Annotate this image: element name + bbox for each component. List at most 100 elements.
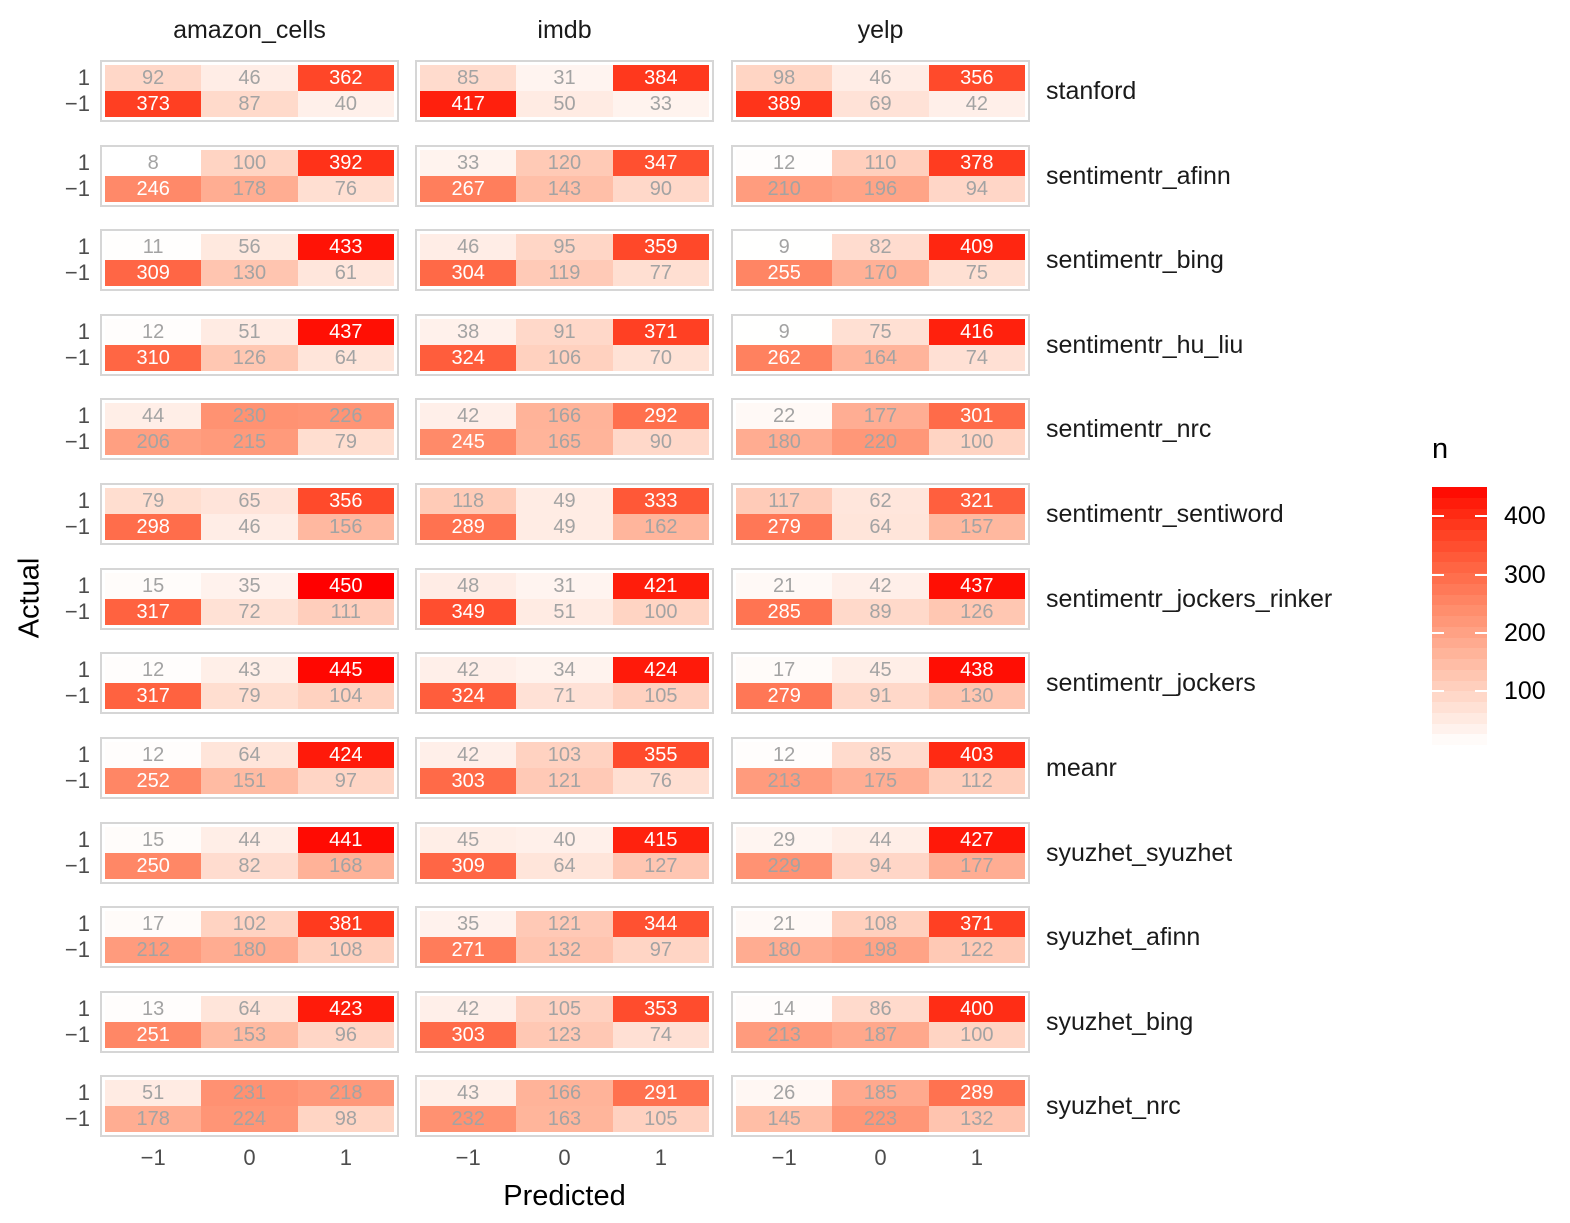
legend-gradient-step [1432, 487, 1487, 498]
x-tick-label: −1 [455, 1145, 481, 1170]
heatmap-cell: 416 [928, 319, 1025, 345]
heatmap-cell: 185 [832, 1080, 929, 1106]
heatmap-cell: 42 [928, 91, 1025, 117]
heatmap-cell: 177 [928, 853, 1025, 879]
heatmap-cell: 279 [736, 514, 833, 540]
heatmap-cell: 170 [832, 260, 929, 286]
heatmap-cell: 8 [105, 150, 202, 176]
heatmap-cell: 126 [201, 345, 298, 371]
legend-gradient-step [1432, 605, 1487, 616]
heatmap-cell: 29 [736, 827, 833, 853]
heatmap-cell: 51 [105, 1080, 202, 1106]
heatmap-cell: 156 [297, 514, 394, 540]
facet-row-label-syuzhet_syuzhet: syuzhet_syuzhet [1046, 838, 1233, 867]
heatmap-panel-stanford-imdb: 85 31 384 417 50 33 [415, 60, 714, 122]
y-tick-label: 1 [77, 488, 90, 513]
facet-row-label-sentimentr_jockers: sentimentr_jockers [1046, 668, 1256, 697]
facet-row-label-syuzhet_nrc: syuzhet_nrc [1046, 1091, 1181, 1120]
heatmap-cell: 271 [420, 937, 517, 963]
heatmap-cell: 359 [612, 234, 709, 260]
heatmap-cell: 31 [516, 65, 613, 91]
heatmap-cell: 74 [612, 1022, 709, 1048]
legend-gradient-step [1432, 508, 1487, 520]
heatmap-cell: 353 [612, 996, 709, 1022]
heatmap-cell: 108 [297, 937, 394, 963]
facet-column-label-yelp: yelp [857, 16, 904, 44]
heatmap-cell: 51 [516, 599, 613, 625]
heatmap-cell: 162 [612, 514, 709, 540]
legend-tick-mark [1432, 515, 1444, 518]
heatmap-cell: 51 [201, 319, 298, 345]
facet-row-label-stanford: stanford [1046, 76, 1137, 105]
heatmap-cell: 71 [516, 683, 613, 709]
heatmap-panel-syuzhet_syuzhet-yelp: 29 44 427 229 94 177 [731, 822, 1030, 884]
heatmap-cell: 77 [612, 260, 709, 286]
heatmap-cell: 285 [736, 599, 833, 625]
legend-gradient-step [1432, 723, 1487, 735]
heatmap-cell: 94 [928, 176, 1025, 202]
y-tick-label: 1 [77, 319, 90, 344]
heatmap-cell: 100 [928, 1022, 1025, 1048]
legend-gradient-step [1432, 691, 1487, 702]
y-tick-label: 1 [77, 150, 90, 175]
y-tick-label: −1 [64, 1022, 90, 1047]
heatmap-cell: 165 [516, 429, 613, 455]
heatmap-cell: 157 [928, 514, 1025, 540]
x-axis-title: Predicted [503, 1180, 626, 1212]
heatmap-cell: 373 [105, 91, 202, 117]
heatmap-cell: 42 [420, 657, 517, 683]
heatmap-cell: 44 [105, 403, 202, 429]
heatmap-cell: 392 [297, 150, 394, 176]
heatmap-cell: 103 [516, 742, 613, 768]
heatmap-cell: 44 [201, 827, 298, 853]
facet-row-label-syuzhet_afinn: syuzhet_afinn [1046, 922, 1201, 951]
heatmap-cell: 46 [420, 234, 517, 260]
heatmap-cell: 245 [420, 429, 517, 455]
heatmap-cell: 292 [612, 403, 709, 429]
heatmap-cell: 14 [736, 996, 833, 1022]
heatmap-cell: 187 [832, 1022, 929, 1048]
facet-row-label-syuzhet_bing: syuzhet_bing [1046, 1007, 1194, 1036]
heatmap-cell: 371 [612, 319, 709, 345]
heatmap-cell: 289 [420, 514, 517, 540]
heatmap-cell: 97 [297, 768, 394, 794]
heatmap-cell: 76 [297, 176, 394, 202]
heatmap-panel-sentimentr_bing-amazon_cells: 11 56 433 309 130 61 [100, 229, 399, 291]
heatmap-cell: 79 [201, 683, 298, 709]
heatmap-cell: 12 [105, 742, 202, 768]
heatmap-cell: 347 [612, 150, 709, 176]
y-tick-label: −1 [64, 176, 90, 201]
heatmap-cell: 11 [105, 234, 202, 260]
heatmap-cell: 90 [612, 176, 709, 202]
heatmap-cell: 371 [928, 911, 1025, 937]
heatmap-cell: 333 [612, 488, 709, 514]
heatmap-cell: 145 [736, 1106, 833, 1132]
heatmap-cell: 309 [105, 260, 202, 286]
heatmap-cell: 251 [105, 1022, 202, 1048]
heatmap-cell: 298 [105, 514, 202, 540]
heatmap-cell: 100 [928, 429, 1025, 455]
legend-gradient-step [1432, 573, 1487, 584]
legend-gradient-step [1432, 583, 1487, 595]
heatmap-cell: 72 [201, 599, 298, 625]
heatmap-cell: 122 [928, 937, 1025, 963]
legend-tick-label: 100 [1504, 677, 1546, 706]
legend-gradient-step [1432, 616, 1487, 627]
heatmap-cell: 35 [420, 911, 517, 937]
heatmap-cell: 44 [832, 827, 929, 853]
x-tick-label: −1 [140, 1145, 166, 1170]
heatmap-cell: 105 [516, 996, 613, 1022]
heatmap-cell: 415 [612, 827, 709, 853]
y-tick-label: 1 [77, 996, 90, 1021]
heatmap-panel-syuzhet_afinn-yelp: 21 108 371 180 198 122 [731, 906, 1030, 968]
heatmap-cell: 164 [832, 345, 929, 371]
heatmap-cell: 250 [105, 853, 202, 879]
heatmap-cell: 166 [516, 1080, 613, 1106]
heatmap-cell: 424 [297, 742, 394, 768]
heatmap-cell: 82 [201, 853, 298, 879]
heatmap-cell: 69 [832, 91, 929, 117]
heatmap-cell: 42 [832, 573, 929, 599]
heatmap-cell: 126 [928, 599, 1025, 625]
heatmap-panel-sentimentr_nrc-yelp: 22 177 301 180 220 100 [731, 398, 1030, 460]
heatmap-cell: 450 [297, 573, 394, 599]
